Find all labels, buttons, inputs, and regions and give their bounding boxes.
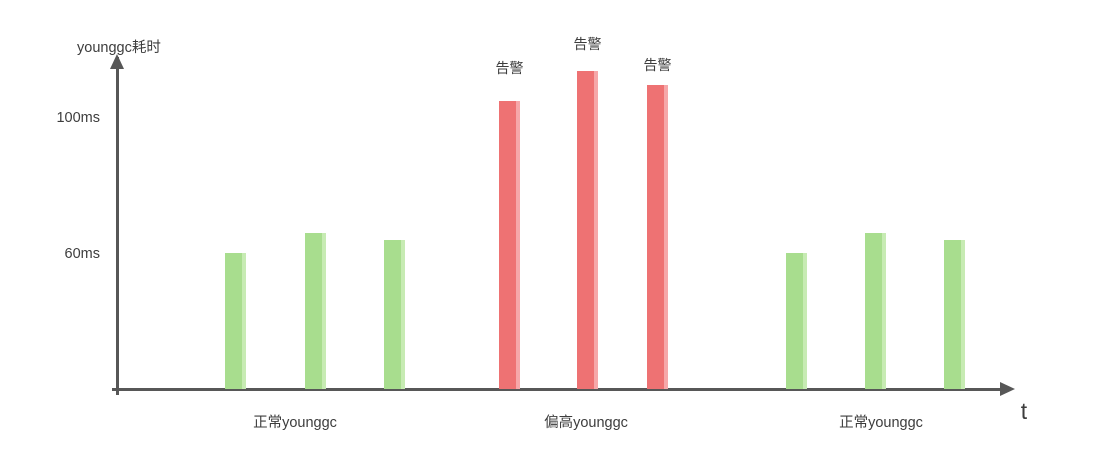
bar-alert [647,85,668,389]
x-axis-title: t [1020,398,1028,424]
y-axis-arrow-icon [110,54,124,69]
alert-annotation: 告警 [573,36,602,52]
alert-annotation: 告警 [643,57,672,73]
group-label: 偏高younggc [544,415,628,431]
bar-normal [944,240,965,389]
alert-annotation: 告警 [495,60,524,76]
bar-normal [865,233,886,389]
group-label: 正常younggc [839,415,923,431]
bar-normal [786,253,807,389]
y-tick-label: 100ms [56,110,100,126]
y-axis-title: younggc耗时 [77,40,161,56]
y-tick-label: 60ms [64,246,100,262]
y-axis-line [116,57,119,395]
bar-normal [305,233,326,389]
bar-alert [499,101,520,389]
x-axis-arrow-icon [1000,382,1015,396]
group-label: 正常younggc [253,415,337,431]
bar-normal [384,240,405,389]
bar-alert [577,71,598,389]
x-axis-line [112,388,1002,391]
bar-normal [225,253,246,389]
